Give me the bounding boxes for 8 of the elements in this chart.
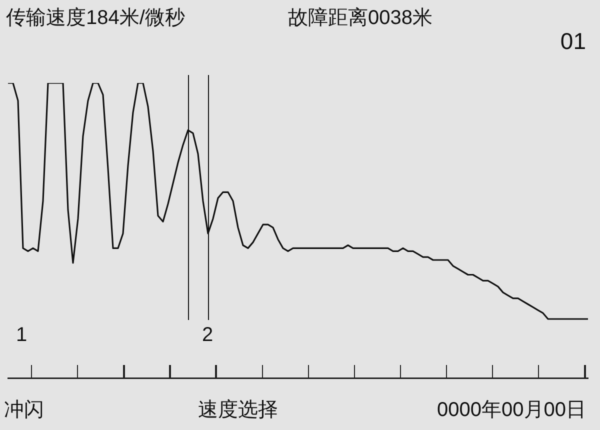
annotation: 1 <box>16 324 28 346</box>
text: 0000年00月00日 <box>437 399 586 421</box>
chart-subtitle: 故障距离0038米 <box>288 7 432 29</box>
chart-title: 传输速度184米/微秒 <box>6 7 185 29</box>
annotation: 2 <box>202 324 214 346</box>
text: 冲闪 <box>4 399 44 421</box>
text: 01 <box>560 28 586 54</box>
text: 速度选择 <box>198 399 278 421</box>
